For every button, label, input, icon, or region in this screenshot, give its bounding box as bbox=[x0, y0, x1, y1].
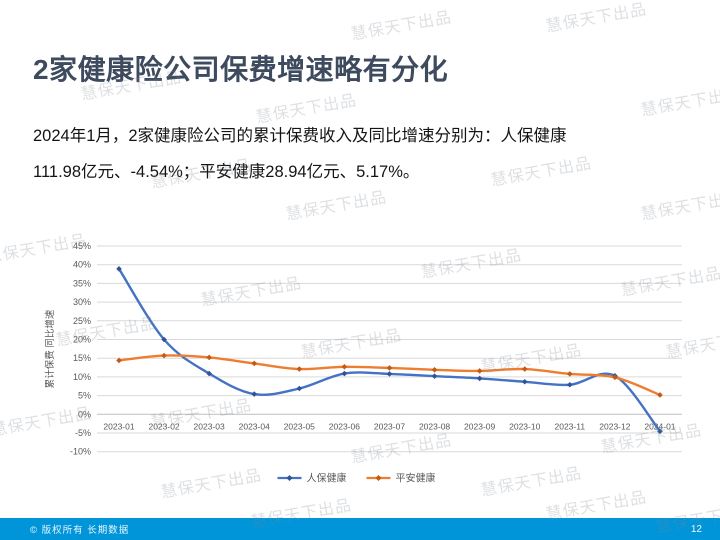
watermark-text: 慧保天下出品 bbox=[544, 1, 649, 36]
x-tick-label: 2024-01 bbox=[644, 421, 675, 431]
page-number: 12 bbox=[690, 523, 702, 535]
legend-item-0: 人保健康 bbox=[277, 472, 347, 485]
slide-body-line2: 111.98亿元、-4.54%；平安健康28.94亿元、5.17%。 bbox=[33, 163, 420, 181]
y-tick-label: 0% bbox=[78, 409, 91, 419]
footer-bar: © 版权所有 长期数据 12 bbox=[0, 518, 720, 540]
watermark-text: 慧保天下出品 bbox=[349, 9, 454, 44]
data-point-marker bbox=[567, 371, 573, 377]
x-tick-label: 2023-11 bbox=[555, 421, 586, 431]
premium-growth-line-chart: 45% 40% 35% 30% 25% 20% 15% 10% 5% 0% -5% -10% 2023-… bbox=[35, 233, 700, 503]
slide-body: 2024年1月，2家健康险公司的累计保费收入及同比增速分别为：人保健康 111.… bbox=[33, 118, 698, 190]
chart-canvas: 45% 40% 35% 30% 25% 20% 15% 10% 5% 0% -5% -10% 2023-… bbox=[44, 241, 682, 485]
y-tick-label: 30% bbox=[73, 297, 91, 307]
y-tick-label: 10% bbox=[73, 372, 91, 382]
data-point-marker bbox=[386, 371, 393, 377]
y-tick-label: 35% bbox=[73, 278, 91, 288]
data-point-marker bbox=[567, 381, 573, 388]
x-tick-label: 2023-07 bbox=[374, 421, 405, 431]
x-tick-label: 2023-02 bbox=[148, 421, 179, 431]
data-point-marker bbox=[341, 370, 348, 377]
data-point-marker bbox=[296, 385, 303, 392]
series-line-0 bbox=[116, 266, 663, 435]
legend-item-1: 平安健康 bbox=[366, 472, 436, 485]
data-point-marker bbox=[206, 354, 212, 361]
data-point-marker bbox=[657, 392, 663, 398]
data-point-marker bbox=[161, 336, 167, 343]
data-point-marker bbox=[296, 366, 303, 372]
data-point-marker bbox=[251, 360, 258, 367]
x-tick-label: 2023-10 bbox=[509, 421, 540, 431]
series-line-1 bbox=[116, 352, 663, 398]
data-point-marker bbox=[161, 352, 167, 359]
x-tick-label: 2023-09 bbox=[464, 421, 495, 431]
page-title: 2家健康险公司保费增速略有分化 bbox=[33, 54, 449, 85]
data-point-marker bbox=[521, 378, 528, 385]
data-point-marker bbox=[657, 428, 663, 435]
y-tick-label: 40% bbox=[73, 260, 91, 270]
data-point-marker bbox=[341, 364, 348, 370]
y-tick-label: -10% bbox=[70, 447, 91, 457]
y-tick-label: 5% bbox=[78, 391, 91, 401]
data-point-marker bbox=[521, 366, 528, 372]
x-tick-label: 2023-12 bbox=[599, 421, 630, 431]
data-point-marker bbox=[612, 374, 618, 381]
data-point-marker bbox=[431, 366, 438, 373]
data-point-marker bbox=[116, 266, 122, 272]
y-axis-tick-labels: 45% 40% 35% 30% 25% 20% 15% 10% 5% 0% -5% -10% bbox=[70, 241, 91, 457]
data-point-marker bbox=[431, 373, 438, 379]
x-tick-label: 2023-01 bbox=[103, 421, 134, 431]
data-point-marker bbox=[251, 391, 258, 397]
data-point-marker bbox=[476, 375, 483, 382]
x-tick-label: 2023-05 bbox=[284, 421, 315, 431]
x-tick-label: 2023-03 bbox=[194, 421, 225, 431]
footer-copyright: © 版权所有 长期数据 bbox=[30, 525, 130, 536]
x-tick-label: 2023-08 bbox=[419, 421, 450, 431]
slide-body-line1: 2024年1月，2家健康险公司的累计保费收入及同比增速分别为：人保健康 bbox=[33, 127, 567, 145]
y-tick-label: 20% bbox=[73, 335, 91, 345]
y-tick-label: 25% bbox=[73, 316, 91, 326]
data-point-marker bbox=[116, 357, 122, 364]
data-point-marker bbox=[476, 368, 483, 374]
y-tick-label: -5% bbox=[75, 428, 91, 438]
chart-gridlines bbox=[97, 245, 682, 453]
y-tick-label: 15% bbox=[73, 353, 91, 363]
y-tick-label: 45% bbox=[73, 241, 91, 251]
legend-label: 人保健康 bbox=[307, 472, 347, 485]
data-point-marker bbox=[206, 370, 212, 377]
chart-legend: 人保健康 平安健康 bbox=[277, 472, 436, 485]
data-point-marker bbox=[386, 365, 393, 371]
x-tick-label: 2023-04 bbox=[239, 421, 270, 431]
x-tick-label: 2023-06 bbox=[329, 421, 360, 431]
x-axis-tick-labels: 2023-01 2023-02 2023-03 2023-04 2023-05 2023-… bbox=[103, 421, 675, 431]
y-axis-title: 累计保费 同比增速 bbox=[44, 309, 56, 388]
legend-label: 平安健康 bbox=[396, 472, 436, 485]
